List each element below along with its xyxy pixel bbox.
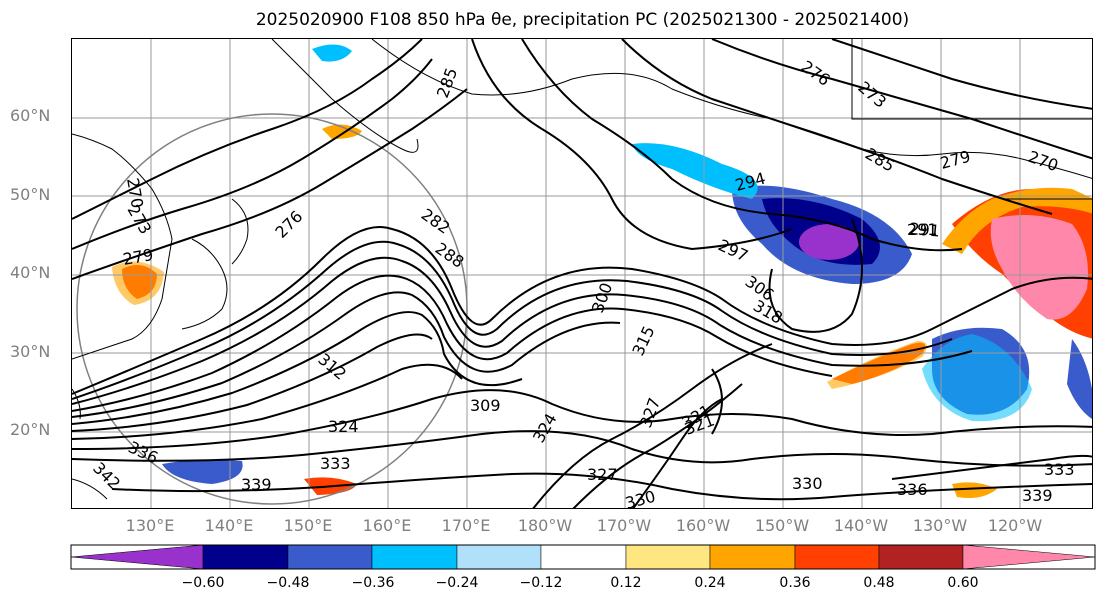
theta-e-contours bbox=[72, 39, 1092, 508]
colorbar-tick-label: −0.12 bbox=[519, 575, 563, 591]
contour-label: 291 bbox=[909, 219, 941, 241]
precip-negative-east bbox=[1067, 339, 1092, 419]
contour-label: 333 bbox=[320, 454, 351, 473]
colorbar-tick-label: 0.36 bbox=[779, 575, 811, 591]
lat-label-40n: 40°N bbox=[10, 263, 51, 282]
contour-label: 309 bbox=[470, 396, 501, 415]
contour-label: 333 bbox=[1044, 460, 1075, 479]
colorbar-segment bbox=[794, 544, 880, 570]
map-panel: 270 273 276 279 282 285 288 291 294 297 … bbox=[71, 38, 1093, 509]
lat-label-20n: 20°N bbox=[10, 420, 51, 439]
contour-label: 336 bbox=[897, 480, 928, 499]
contour-label: 276 bbox=[798, 57, 834, 90]
contour-label: 330 bbox=[623, 487, 657, 509]
lon-label: 140°E bbox=[204, 516, 254, 535]
contour-label: 324 bbox=[529, 410, 561, 446]
colorbar-segment bbox=[70, 544, 204, 570]
contour-label: 330 bbox=[792, 474, 823, 493]
colorbar-tick-label: 0.48 bbox=[863, 575, 895, 591]
colorbar-segment bbox=[202, 544, 289, 570]
lon-label: 170°E bbox=[441, 516, 491, 535]
colorbar-tick-label: −0.60 bbox=[181, 575, 225, 591]
contour-label: 339 bbox=[241, 475, 272, 494]
lon-label: 120°W bbox=[987, 516, 1043, 535]
precip-negative-center bbox=[799, 224, 859, 260]
lat-label-50n: 50°N bbox=[10, 185, 51, 204]
lon-label: 150°E bbox=[283, 516, 333, 535]
colorbar-tick-label: 0.12 bbox=[610, 575, 642, 591]
lon-label: 150°W bbox=[754, 516, 810, 535]
colorbar-tick-label: −0.24 bbox=[435, 575, 479, 591]
lon-label: 140°W bbox=[833, 516, 889, 535]
precip-negative-south-west bbox=[162, 459, 243, 484]
contour-label: 318 bbox=[750, 296, 786, 328]
contour-label: 339 bbox=[1022, 486, 1053, 505]
reference-circle bbox=[76, 113, 468, 505]
contour-label: 270 bbox=[1026, 147, 1061, 175]
contour-label: 327 bbox=[587, 465, 618, 484]
lat-label-30n: 30°N bbox=[10, 342, 51, 361]
colorbar-segment bbox=[456, 544, 542, 570]
lon-label: 130°W bbox=[912, 516, 968, 535]
colorbar-segment bbox=[287, 544, 373, 570]
colorbar-tick-label: −0.48 bbox=[266, 575, 310, 591]
colorbar-segment bbox=[371, 544, 458, 570]
lon-label: 130°E bbox=[125, 516, 175, 535]
colorbar-segment bbox=[540, 544, 627, 570]
precip-negative-aleutian bbox=[312, 44, 352, 62]
coastlines bbox=[72, 39, 1092, 500]
contour-label: 282 bbox=[418, 205, 454, 238]
contour-label: 300 bbox=[588, 280, 616, 315]
colorbar-segment bbox=[962, 544, 1096, 570]
lon-label: 170°W bbox=[596, 516, 652, 535]
contour-label: 285 bbox=[862, 144, 898, 176]
lon-label: 160°E bbox=[362, 516, 412, 535]
lat-label-60n: 60°N bbox=[10, 106, 51, 125]
map-title: 2025020900 F108 850 hPa θe, precipitatio… bbox=[255, 10, 910, 30]
colorbar-tick-label: −0.36 bbox=[351, 575, 395, 591]
colorbar bbox=[70, 544, 1096, 570]
contour-label: 279 bbox=[938, 147, 972, 173]
contour-label: 276 bbox=[271, 207, 306, 242]
colorbar-tick-label: 0.60 bbox=[947, 575, 979, 591]
contour-label: 324 bbox=[328, 417, 359, 436]
precip-positive-west-edge bbox=[112, 261, 164, 305]
colorbar-segment bbox=[625, 544, 711, 570]
map-plot: 270 273 276 279 282 285 288 291 294 297 … bbox=[72, 39, 1092, 509]
contour-label: 273 bbox=[854, 78, 890, 112]
precip-positive-coast-outer bbox=[942, 187, 1092, 254]
colorbar-tick-label: 0.24 bbox=[694, 575, 726, 591]
lon-label: 160°W bbox=[675, 516, 731, 535]
colorbar-segment bbox=[878, 544, 964, 570]
precip-positive-bottom-right bbox=[952, 482, 997, 498]
contour-label: 297 bbox=[715, 235, 751, 265]
contour-label: 336 bbox=[125, 437, 161, 467]
contour-label: 291 bbox=[907, 220, 938, 239]
lon-label: 180°W bbox=[517, 516, 573, 535]
precip-negative-edge bbox=[632, 143, 758, 199]
colorbar-segment bbox=[709, 544, 796, 570]
contour-label: 285 bbox=[433, 65, 461, 100]
precip-positive-core bbox=[990, 215, 1088, 320]
contour-label: 327 bbox=[636, 395, 664, 430]
